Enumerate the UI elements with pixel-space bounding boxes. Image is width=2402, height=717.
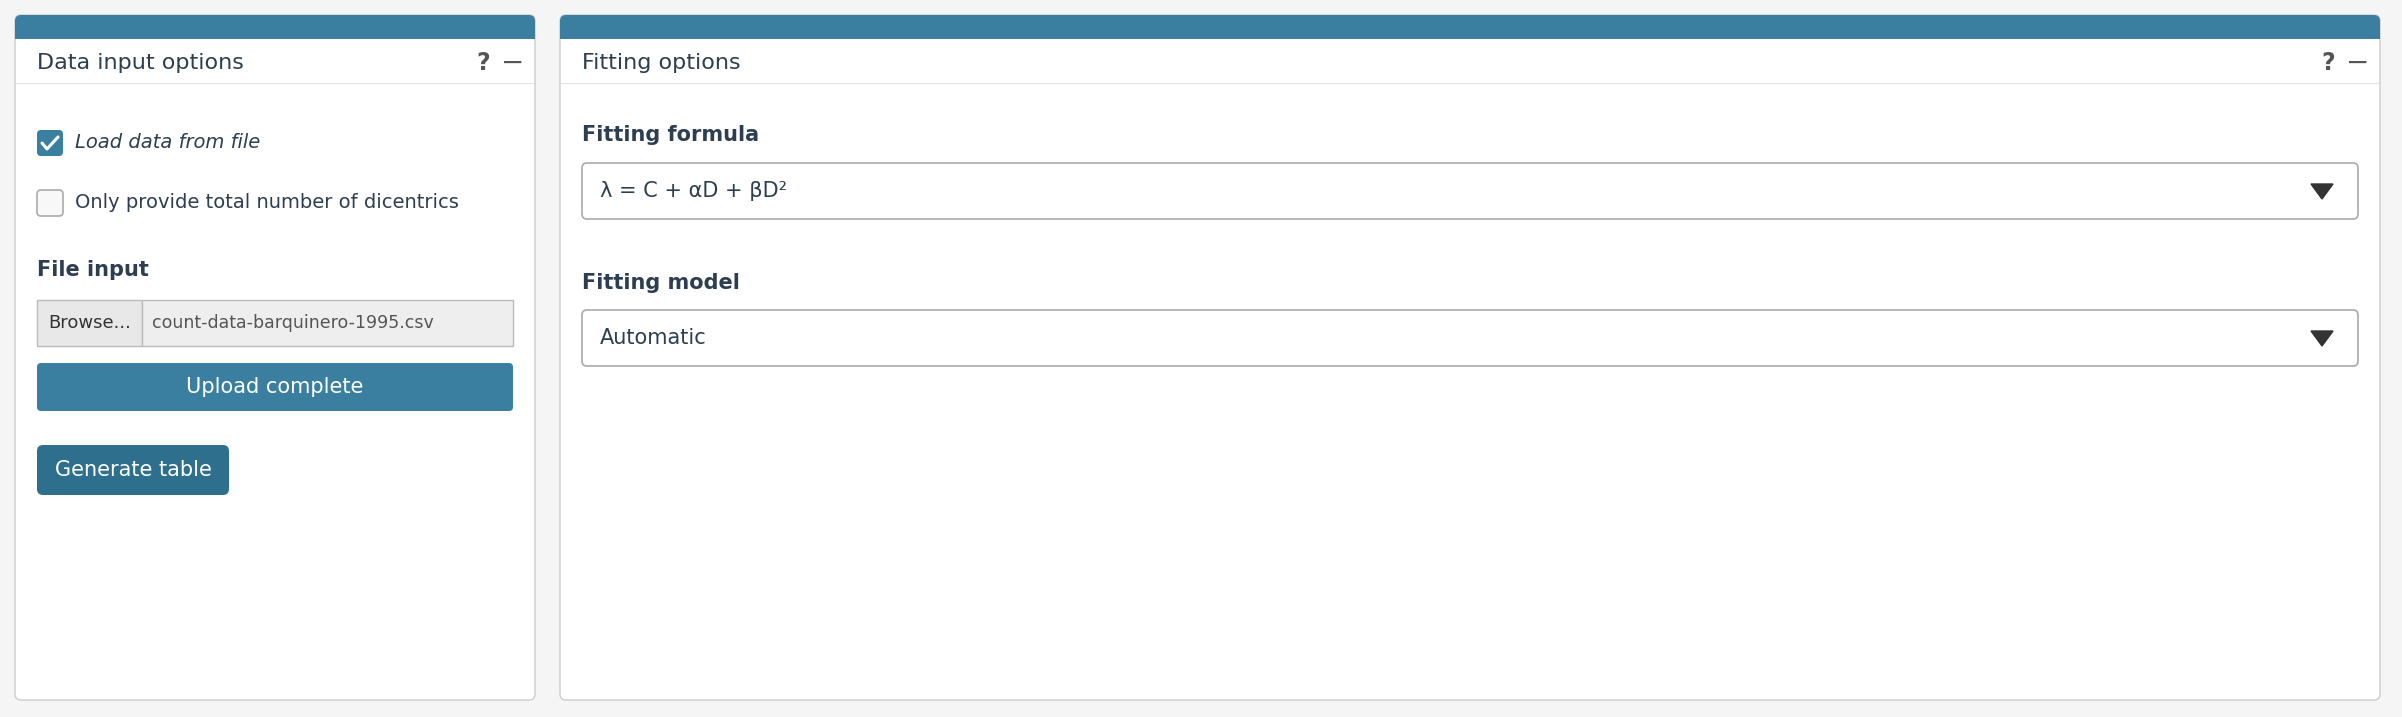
Text: Browse...: Browse... xyxy=(48,314,132,332)
FancyBboxPatch shape xyxy=(560,15,2380,700)
Bar xyxy=(14,27,536,39)
Bar xyxy=(562,83,2378,84)
Text: Fitting options: Fitting options xyxy=(581,53,740,73)
Polygon shape xyxy=(2311,331,2332,346)
Text: Upload complete: Upload complete xyxy=(187,377,363,397)
Bar xyxy=(142,300,514,346)
FancyBboxPatch shape xyxy=(36,445,228,495)
FancyBboxPatch shape xyxy=(581,163,2359,219)
Bar xyxy=(560,27,2380,39)
Text: Load data from file: Load data from file xyxy=(74,133,259,153)
Text: Fitting formula: Fitting formula xyxy=(581,125,759,145)
Text: −: − xyxy=(502,49,524,77)
FancyBboxPatch shape xyxy=(560,15,2380,39)
FancyBboxPatch shape xyxy=(581,310,2359,366)
Text: Automatic: Automatic xyxy=(600,328,706,348)
Text: λ = C + αD + βD²: λ = C + αD + βD² xyxy=(600,181,788,201)
FancyBboxPatch shape xyxy=(36,363,514,411)
Text: Generate table: Generate table xyxy=(55,460,211,480)
FancyBboxPatch shape xyxy=(36,130,62,156)
Text: ?: ? xyxy=(2320,51,2335,75)
FancyBboxPatch shape xyxy=(14,15,536,700)
Bar xyxy=(17,83,533,84)
Bar xyxy=(36,300,142,346)
Text: ?: ? xyxy=(476,51,490,75)
Text: Data input options: Data input options xyxy=(36,53,245,73)
Text: File input: File input xyxy=(36,260,149,280)
Text: Only provide total number of dicentrics: Only provide total number of dicentrics xyxy=(74,194,459,212)
Text: −: − xyxy=(2347,49,2371,77)
FancyBboxPatch shape xyxy=(14,15,536,39)
Polygon shape xyxy=(2311,184,2332,199)
Text: Fitting model: Fitting model xyxy=(581,273,740,293)
FancyBboxPatch shape xyxy=(36,190,62,216)
Text: count-data-barquinero-1995.csv: count-data-barquinero-1995.csv xyxy=(151,314,435,332)
